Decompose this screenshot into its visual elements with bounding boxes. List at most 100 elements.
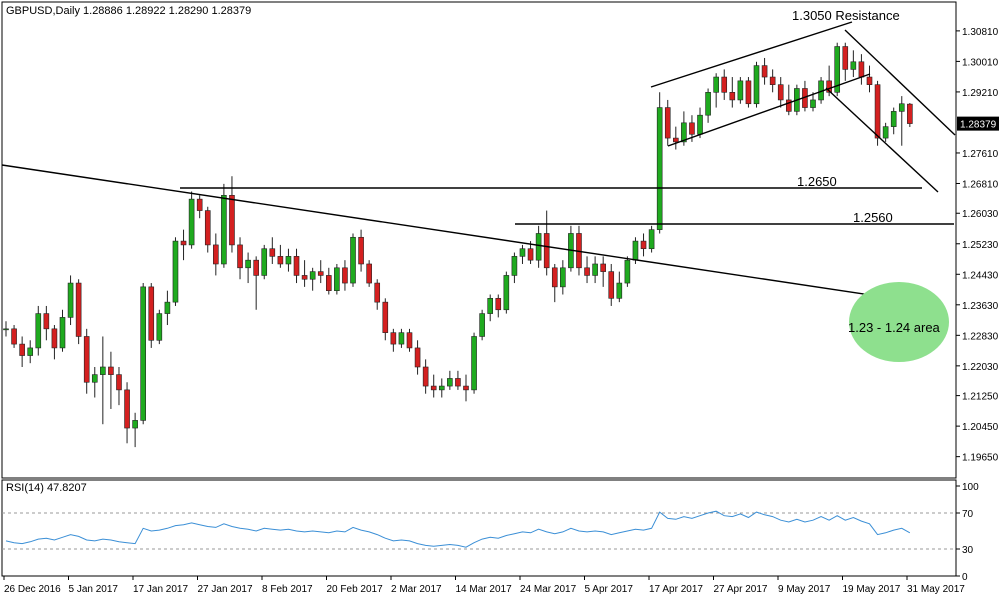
bear-candle [19, 343, 25, 356]
date-axis: 26 Dec 2016 5 Jan 2017 17 Jan 2017 27 Jan 2… [3, 576, 965, 595]
bull-candle [479, 313, 485, 337]
bull-candle [35, 313, 42, 349]
bull-candle [890, 111, 897, 127]
date-tick-label: 24 Mar 2017 [520, 584, 577, 595]
bear-candle [430, 385, 437, 391]
rsi-axis: 100 70 30 0 [2, 482, 979, 583]
target-area-label: 1.23 - 1.24 area [848, 320, 941, 335]
channel-upper-line [650, 21, 853, 88]
bull-candle [132, 420, 138, 429]
bear-candle [729, 92, 736, 101]
bear-candle [317, 271, 324, 276]
bull-candle [471, 336, 477, 391]
channel-lower-line [667, 73, 871, 147]
price-tick-label: 1.19650 [962, 453, 999, 464]
bull-candle [503, 275, 510, 311]
bear-candle [785, 99, 792, 112]
bull-candle [850, 61, 857, 70]
bear-candle [721, 76, 728, 93]
candles [3, 42, 913, 448]
date-tick-label: 27 Apr 2017 [714, 584, 768, 595]
bear-candle [858, 61, 865, 78]
date-tick-label: 2 Mar 2017 [391, 584, 442, 595]
date-tick-label: 31 May 2017 [907, 584, 965, 595]
bear-candle [390, 332, 397, 345]
bear-candle [874, 84, 881, 139]
bull-candle [713, 76, 719, 93]
bear-candle [826, 80, 832, 93]
price-tick-label: 1.23630 [962, 301, 999, 312]
bear-candle [422, 366, 429, 387]
bull-candle [221, 195, 227, 265]
bear-candle [777, 84, 784, 101]
bull-candle [810, 99, 816, 108]
target-area-ellipse [849, 282, 949, 362]
bear-candle [269, 248, 276, 257]
bear-candle [325, 275, 332, 291]
bull-candle [697, 114, 703, 135]
bear-candle [907, 103, 913, 124]
bull-candle [350, 236, 356, 284]
bear-candle [43, 313, 50, 330]
bull-candle [898, 103, 905, 112]
bull-candle [164, 301, 171, 314]
price-panel [1, 1, 957, 479]
bull-candle [447, 378, 453, 387]
bull-candle [334, 267, 340, 291]
price-tick-label: 1.30810 [962, 27, 999, 38]
rsi-tick-label: 100 [962, 482, 979, 493]
downtrend-lower-line [825, 87, 939, 193]
date-tick-label: 27 Jan 2017 [198, 584, 253, 595]
rsi-panel [1, 479, 957, 577]
bull-candle [753, 65, 760, 105]
bull-candle [172, 240, 179, 303]
price-tick-label: 1.20450 [962, 422, 999, 433]
bull-candle [882, 126, 889, 139]
bear-candle [463, 385, 469, 391]
bear-candle [301, 275, 308, 280]
date-tick-label: 5 Apr 2017 [585, 584, 634, 595]
bull-candle [100, 366, 106, 375]
date-tick-label: 17 Apr 2017 [649, 584, 703, 595]
bull-candle [737, 80, 744, 101]
bull-candle [140, 286, 146, 421]
rsi-series [5, 510, 911, 548]
price-tick-label: 1.30010 [962, 57, 999, 68]
price-tick-label: 1.26810 [962, 179, 999, 190]
bull-candle [624, 259, 631, 284]
bull-candle [261, 248, 268, 276]
bear-candle [495, 298, 502, 311]
bull-candle [398, 332, 405, 345]
bear-candle [108, 366, 114, 375]
bull-candle [681, 122, 687, 143]
bear-candle [124, 389, 130, 429]
bear-candle [640, 240, 647, 250]
price-tick-label: 1.27610 [962, 149, 999, 160]
bear-candle [11, 328, 17, 345]
date-tick-label: 8 Feb 2017 [262, 584, 313, 595]
bear-candle [455, 378, 461, 387]
bear-candle [229, 195, 235, 246]
bear-candle [866, 76, 873, 85]
bull-candle [3, 328, 9, 331]
price-tick-label: 1.21250 [962, 392, 999, 403]
bear-candle [689, 122, 695, 135]
bull-candle [616, 282, 623, 299]
date-tick-label: 19 May 2017 [843, 584, 901, 595]
bull-candle [91, 374, 98, 383]
rsi-info: RSI(14) 47.8207 [6, 482, 87, 494]
bear-candle [761, 65, 768, 78]
bear-candle [116, 374, 122, 391]
bear-candle [382, 301, 389, 333]
price-tick-label: 1.22830 [962, 331, 999, 342]
trendlines: 1.3050 Resistance 1.2650 1.2560 1.23 - 1.24… [1, 8, 956, 362]
bear-candle [551, 267, 558, 288]
bear-candle [527, 248, 534, 261]
bear-candle [842, 46, 849, 70]
bull-candle [156, 313, 163, 341]
bear-candle [148, 286, 155, 341]
price-tick-label: 1.25230 [962, 240, 999, 251]
price-tick-label: 1.26030 [962, 209, 999, 220]
bear-candle [358, 236, 364, 265]
